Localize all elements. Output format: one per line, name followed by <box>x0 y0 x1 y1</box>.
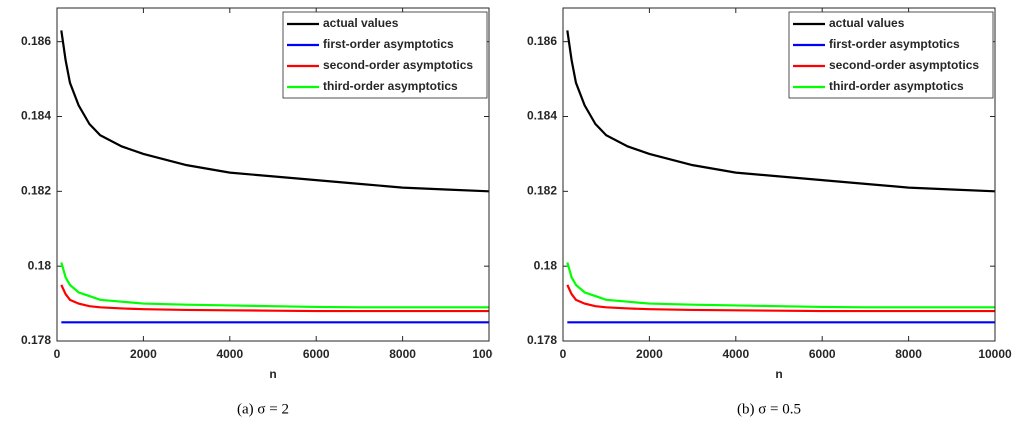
legend-label: first-order asymptotics <box>829 37 960 51</box>
series-line <box>60 30 490 193</box>
x-tick-label: 10000 <box>978 347 1012 361</box>
x-tick-label: 8000 <box>389 347 416 361</box>
legend-label: second-order asymptotics <box>323 58 473 72</box>
y-tick-label: 0.186 <box>21 34 51 48</box>
caption cap: (a) σ = 2 <box>237 401 289 417</box>
x-tick-label: 0 <box>560 347 567 361</box>
x-tick-label: 10000 <box>472 347 493 361</box>
legend-label: second-order asymptotics <box>829 58 979 72</box>
y-tick-label: 0.178 <box>21 333 51 347</box>
legend-label: first-order asymptotics <box>323 37 454 51</box>
y-tick-label: 0.184 <box>21 109 51 123</box>
caption cap: (b) σ = 0.5 <box>737 401 801 417</box>
series-line <box>566 262 995 309</box>
plot-frame <box>562 7 996 342</box>
series-line <box>60 262 489 309</box>
x-axis-label: n <box>775 367 782 381</box>
legend-label: actual values <box>829 16 905 30</box>
chart: 0.178 0.18 0.182 0.184 0.186 0 2000 4000 6000 800… <box>21 7 493 417</box>
x-axis-label: n <box>269 367 276 381</box>
x-tick-label: 6000 <box>303 347 330 361</box>
x-tick-label: 8000 <box>895 347 922 361</box>
x-tick-label: 4000 <box>722 347 749 361</box>
x-tick-label: 2000 <box>636 347 663 361</box>
y-tick-label: 0.178 <box>527 333 557 347</box>
x-tick-label: 0 <box>54 347 61 361</box>
legend-label: actual values <box>323 16 399 30</box>
legend-label: third-order asymptotics <box>323 79 458 93</box>
y-tick-label: 0.182 <box>21 184 51 198</box>
y-tick-label: 0.18 <box>534 258 558 272</box>
plot-frame <box>56 7 490 342</box>
x-tick-label: 2000 <box>130 347 157 361</box>
x-tick-label: 4000 <box>216 347 243 361</box>
legend-box <box>788 11 994 99</box>
legend-label: third-order asymptotics <box>829 79 964 93</box>
legend-box <box>282 11 488 99</box>
x-tick-label: 6000 <box>809 347 836 361</box>
series-line <box>566 284 995 313</box>
chart: 0.178 0.18 0.182 0.184 0.186 0 2000 4000 6000 800… <box>527 7 1012 417</box>
y-tick-label: 0.18 <box>28 258 52 272</box>
series-line <box>60 284 489 313</box>
y-tick-label: 0.182 <box>527 184 557 198</box>
series-line <box>566 30 996 193</box>
y-tick-label: 0.186 <box>527 34 557 48</box>
y-tick-label: 0.184 <box>527 109 557 123</box>
